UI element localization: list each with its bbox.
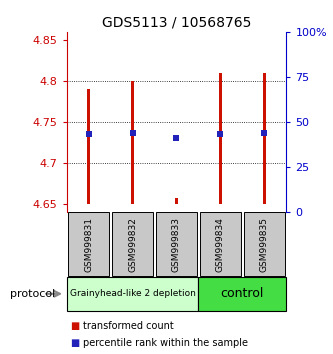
- Text: control: control: [221, 287, 264, 300]
- Bar: [219, 73, 222, 204]
- Text: percentile rank within the sample: percentile rank within the sample: [83, 338, 248, 348]
- FancyBboxPatch shape: [68, 212, 109, 276]
- Text: GSM999832: GSM999832: [128, 217, 137, 272]
- Text: Grainyhead-like 2 depletion: Grainyhead-like 2 depletion: [70, 289, 195, 298]
- Point: [130, 130, 135, 136]
- FancyBboxPatch shape: [198, 277, 286, 311]
- Point: [218, 131, 223, 136]
- Bar: [87, 89, 90, 204]
- Text: GSM999834: GSM999834: [216, 217, 225, 272]
- FancyBboxPatch shape: [112, 212, 153, 276]
- FancyBboxPatch shape: [200, 212, 241, 276]
- Point: [86, 131, 91, 136]
- Point: [262, 130, 267, 136]
- Text: protocol: protocol: [10, 289, 55, 299]
- Text: ■: ■: [70, 338, 79, 348]
- Bar: [175, 199, 178, 204]
- Bar: [131, 81, 134, 204]
- FancyBboxPatch shape: [244, 212, 285, 276]
- Text: GSM999835: GSM999835: [260, 217, 269, 272]
- Point: [174, 135, 179, 141]
- Text: GSM999831: GSM999831: [84, 217, 93, 272]
- Bar: [263, 73, 266, 204]
- FancyBboxPatch shape: [67, 277, 198, 311]
- Text: GSM999833: GSM999833: [172, 217, 181, 272]
- Title: GDS5113 / 10568765: GDS5113 / 10568765: [102, 15, 251, 29]
- FancyBboxPatch shape: [156, 212, 197, 276]
- Text: ■: ■: [70, 321, 79, 331]
- Text: transformed count: transformed count: [83, 321, 174, 331]
